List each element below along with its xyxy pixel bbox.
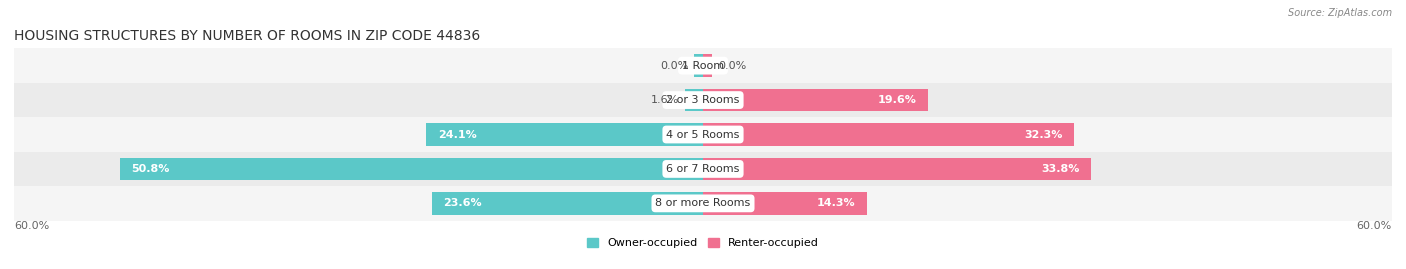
Text: 32.3%: 32.3% — [1024, 129, 1063, 140]
Text: 8 or more Rooms: 8 or more Rooms — [655, 198, 751, 208]
Bar — [703, 123, 1074, 146]
Text: 19.6%: 19.6% — [877, 95, 917, 105]
Text: 14.3%: 14.3% — [817, 198, 856, 208]
Text: 60.0%: 60.0% — [14, 221, 49, 231]
Text: Source: ZipAtlas.com: Source: ZipAtlas.com — [1288, 8, 1392, 18]
Text: 0.0%: 0.0% — [659, 61, 688, 71]
Text: 50.8%: 50.8% — [131, 164, 170, 174]
Bar — [703, 192, 868, 215]
Text: 1 Room: 1 Room — [682, 61, 724, 71]
Bar — [14, 117, 1392, 152]
Bar — [703, 158, 1091, 180]
Text: HOUSING STRUCTURES BY NUMBER OF ROOMS IN ZIP CODE 44836: HOUSING STRUCTURES BY NUMBER OF ROOMS IN… — [14, 29, 481, 43]
Bar — [14, 83, 1392, 117]
Bar — [685, 89, 703, 111]
Bar — [14, 186, 1392, 221]
Text: 4 or 5 Rooms: 4 or 5 Rooms — [666, 129, 740, 140]
Text: 33.8%: 33.8% — [1042, 164, 1080, 174]
Text: 1.6%: 1.6% — [651, 95, 679, 105]
Text: 6 or 7 Rooms: 6 or 7 Rooms — [666, 164, 740, 174]
Bar — [14, 48, 1392, 83]
Text: 24.1%: 24.1% — [437, 129, 477, 140]
Bar — [432, 192, 703, 215]
Text: 23.6%: 23.6% — [443, 198, 482, 208]
Bar — [693, 54, 703, 77]
Text: 60.0%: 60.0% — [1357, 221, 1392, 231]
Bar — [703, 54, 713, 77]
Text: 0.0%: 0.0% — [718, 61, 747, 71]
Bar — [426, 123, 703, 146]
Text: 2 or 3 Rooms: 2 or 3 Rooms — [666, 95, 740, 105]
Legend: Owner-occupied, Renter-occupied: Owner-occupied, Renter-occupied — [582, 233, 824, 253]
Bar — [703, 89, 928, 111]
Bar — [120, 158, 703, 180]
Bar — [14, 152, 1392, 186]
